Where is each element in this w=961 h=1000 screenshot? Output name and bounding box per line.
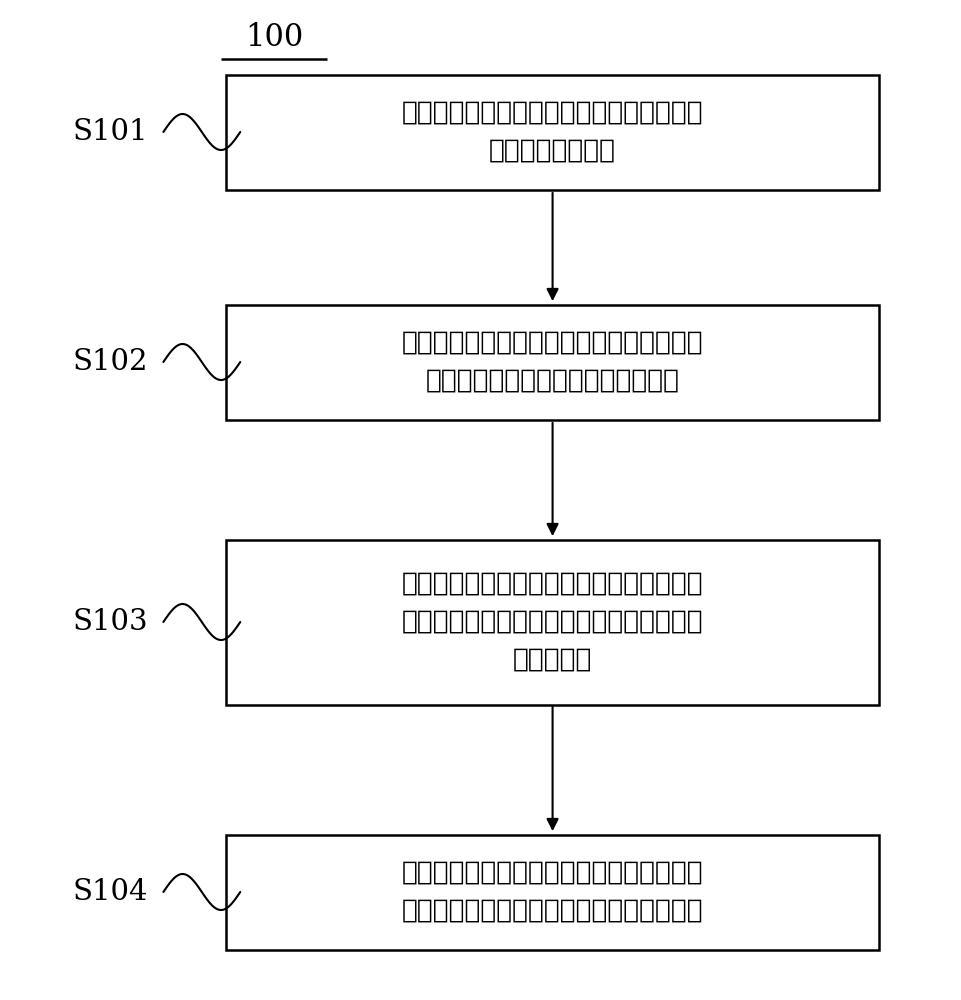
FancyBboxPatch shape xyxy=(226,304,879,420)
Text: S103: S103 xyxy=(73,608,148,636)
Text: S104: S104 xyxy=(73,878,148,906)
FancyBboxPatch shape xyxy=(226,75,879,190)
Text: 待测试标准单元，确定其在所述布局规划图: 待测试标准单元，确定其在所述布局规划图 xyxy=(402,609,703,635)
Text: 对于所述待测试标准单元列表中的每个所述: 对于所述待测试标准单元列表中的每个所述 xyxy=(402,571,703,597)
Text: 100: 100 xyxy=(245,21,303,52)
Text: S101: S101 xyxy=(73,118,148,146)
Text: 获取待测试标准单元列表，所述待测试标准: 获取待测试标准单元列表，所述待测试标准 xyxy=(402,330,703,356)
Text: 中的放通率: 中的放通率 xyxy=(513,647,592,673)
FancyBboxPatch shape xyxy=(226,834,879,950)
Text: 通率，对所述多个待测试标准单元进行分类: 通率，对所述多个待测试标准单元进行分类 xyxy=(402,898,703,924)
Text: 预先布置的布局块: 预先布置的布局块 xyxy=(489,138,616,164)
FancyBboxPatch shape xyxy=(226,540,879,704)
Text: S102: S102 xyxy=(73,348,148,376)
Text: 获取布局规划图，所述布局规划图包括多个: 获取布局规划图，所述布局规划图包括多个 xyxy=(402,100,703,126)
Text: 单元列表中包括多个待测试标准单元: 单元列表中包括多个待测试标准单元 xyxy=(426,368,679,394)
Text: 根据所确定的每个所述待测试标准单元的放: 根据所确定的每个所述待测试标准单元的放 xyxy=(402,860,703,886)
